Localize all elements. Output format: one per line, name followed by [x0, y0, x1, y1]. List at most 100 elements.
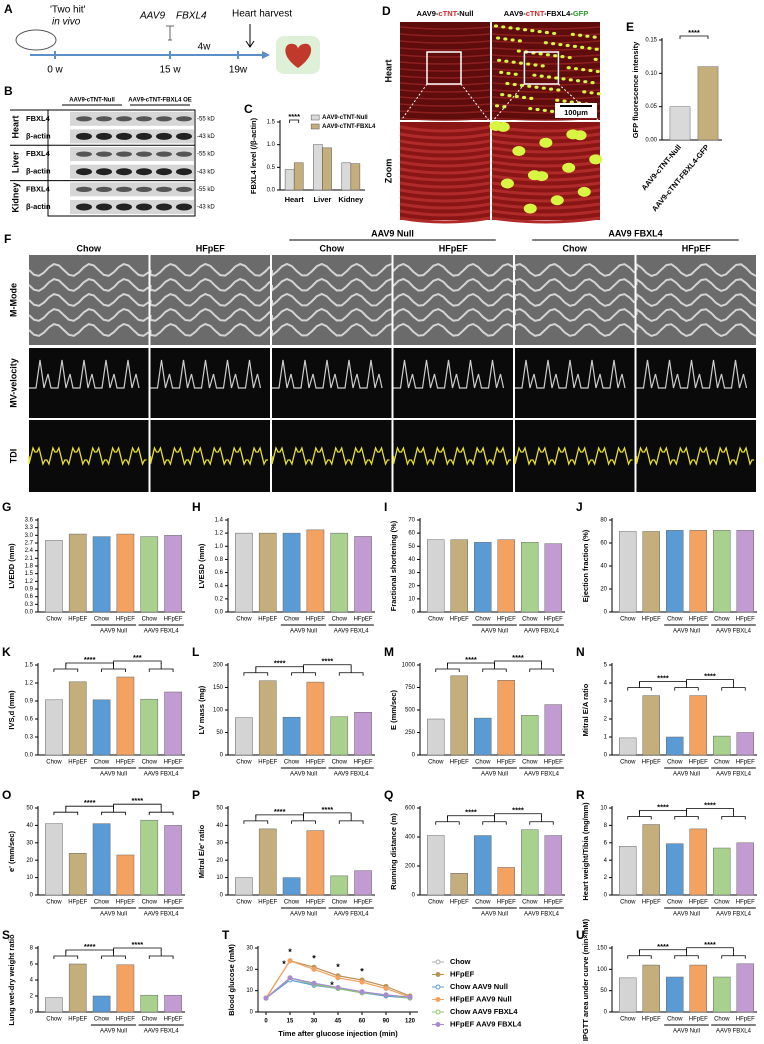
band	[136, 151, 152, 157]
band	[176, 203, 192, 211]
mv-trace	[515, 359, 626, 389]
x-tick-label: Chow	[714, 900, 730, 906]
gfp-signal	[554, 76, 559, 80]
x-tick-label: HFpEF	[68, 760, 87, 766]
x-tick-label: Chow	[142, 900, 158, 906]
echo-column: HFpEF	[439, 243, 468, 253]
y-tick-label: 50	[216, 806, 223, 812]
bar	[140, 536, 159, 613]
echo-column: HFpEF	[682, 243, 711, 253]
gfp-signal	[493, 24, 499, 28]
y-tick-label: 50	[26, 806, 33, 812]
sig-bracket	[289, 119, 300, 123]
echo-image	[515, 348, 635, 418]
panel-label: G	[2, 500, 11, 514]
x-tick-label: Chow	[46, 617, 62, 623]
sig-label: ****	[704, 801, 716, 810]
y-tick-label: 2.7	[25, 541, 34, 547]
gfp-signal	[519, 83, 525, 87]
bar	[713, 976, 731, 1013]
sig-label: ****	[84, 942, 96, 951]
gfp-signal	[514, 94, 519, 99]
y-axis-label: Fractional shortening (%)	[389, 520, 398, 611]
gfp-signal	[565, 43, 570, 48]
y-tick-label: 0.3	[25, 735, 34, 741]
y-tick-label: 3.3	[25, 525, 34, 531]
y-tick-label: 1.8	[25, 564, 34, 570]
band-label: FBXL4	[26, 149, 51, 158]
row-label: Heart	[383, 59, 393, 82]
y-axis-label: IVS,d (mm)	[7, 690, 16, 730]
group-label: AAV9 FBXL4	[144, 912, 180, 918]
y-axis-label: LV mass (mg)	[197, 685, 206, 734]
m-mode-trace	[28, 263, 150, 337]
sig-label: ****	[131, 796, 143, 805]
y-axis-label: IPGTT area under curve (min×mM)	[581, 918, 590, 1041]
row-label: Zoom	[383, 159, 393, 184]
x-tick-label: HFpEF	[689, 760, 708, 766]
y-tick-label: 750	[405, 685, 416, 691]
gfp-signal	[540, 64, 545, 68]
point	[287, 975, 293, 981]
legend-label: AAV9-cTNT-FBXL4	[322, 124, 376, 130]
x-tick-label: Chow	[142, 760, 158, 766]
y-tick-label: 1.5	[267, 120, 276, 126]
point	[383, 986, 389, 992]
y-axis-label: Mitral E/e' ratio	[197, 824, 206, 878]
gfp-signal	[541, 86, 546, 90]
gfp-signal	[497, 58, 502, 62]
bar	[689, 964, 707, 1013]
y-tick-label: 2.1	[25, 556, 34, 562]
gfp-signal	[535, 107, 540, 112]
bar	[619, 737, 637, 756]
y-axis-label: LVESD (mm)	[197, 543, 206, 588]
bar	[330, 875, 349, 896]
sig-label: ****	[321, 657, 333, 666]
bar	[497, 680, 515, 756]
y-tick-label: 50	[216, 730, 223, 736]
bar	[68, 681, 87, 756]
y-tick-label: 200	[213, 663, 224, 669]
x-tick-label: HFpEF	[544, 760, 563, 766]
y-tick-label: 40	[26, 823, 33, 829]
band	[136, 132, 152, 140]
y-tick-label: 30	[216, 840, 223, 846]
band	[116, 151, 132, 157]
band-label: β-actin	[26, 131, 51, 140]
y-tick-label: 10	[408, 596, 415, 602]
harvest-arrow	[245, 24, 255, 48]
bar	[68, 852, 87, 896]
echo-group: AAV9 Null	[371, 228, 414, 238]
bar	[736, 842, 754, 896]
band-label: FBXL4	[26, 184, 51, 193]
x-tick-label: 90	[383, 1019, 390, 1025]
group-label: AAV9 Null	[290, 629, 317, 635]
x-tick-label: HFpEF	[354, 617, 373, 623]
group-label: AAV9 Null	[100, 772, 127, 778]
sig-label: ****	[131, 940, 143, 949]
column-title: AAV9-cTNT-FBXL4-GFP	[504, 9, 588, 18]
m-mode-trace	[392, 262, 514, 337]
y-tick-label: 10	[246, 988, 253, 994]
x-tick-label: HFpEF	[164, 1017, 183, 1023]
y-tick-label: 0.00	[645, 138, 657, 144]
panel-label: B	[4, 84, 13, 98]
band	[96, 151, 112, 157]
bar	[258, 680, 277, 756]
y-tick-label: 30	[26, 840, 33, 846]
bar	[330, 532, 349, 613]
x-tick-label: HFpEF	[116, 760, 135, 766]
title-part: AAV9-	[417, 9, 439, 18]
sig-bracket	[639, 681, 687, 685]
x-tick-label: HFpEF	[164, 900, 183, 906]
group-label: AAV9 FBXL4	[716, 912, 752, 918]
gfp-signal	[516, 49, 521, 53]
band	[96, 203, 112, 211]
y-tick-label: 0.6	[25, 717, 34, 723]
gfp-signal	[513, 72, 518, 76]
gfp-signal	[507, 93, 512, 98]
gfp-signal	[534, 85, 539, 89]
y-tick-label: 4	[604, 858, 608, 864]
y-tick-label: 20	[600, 587, 607, 593]
gfp-signal	[543, 41, 548, 45]
